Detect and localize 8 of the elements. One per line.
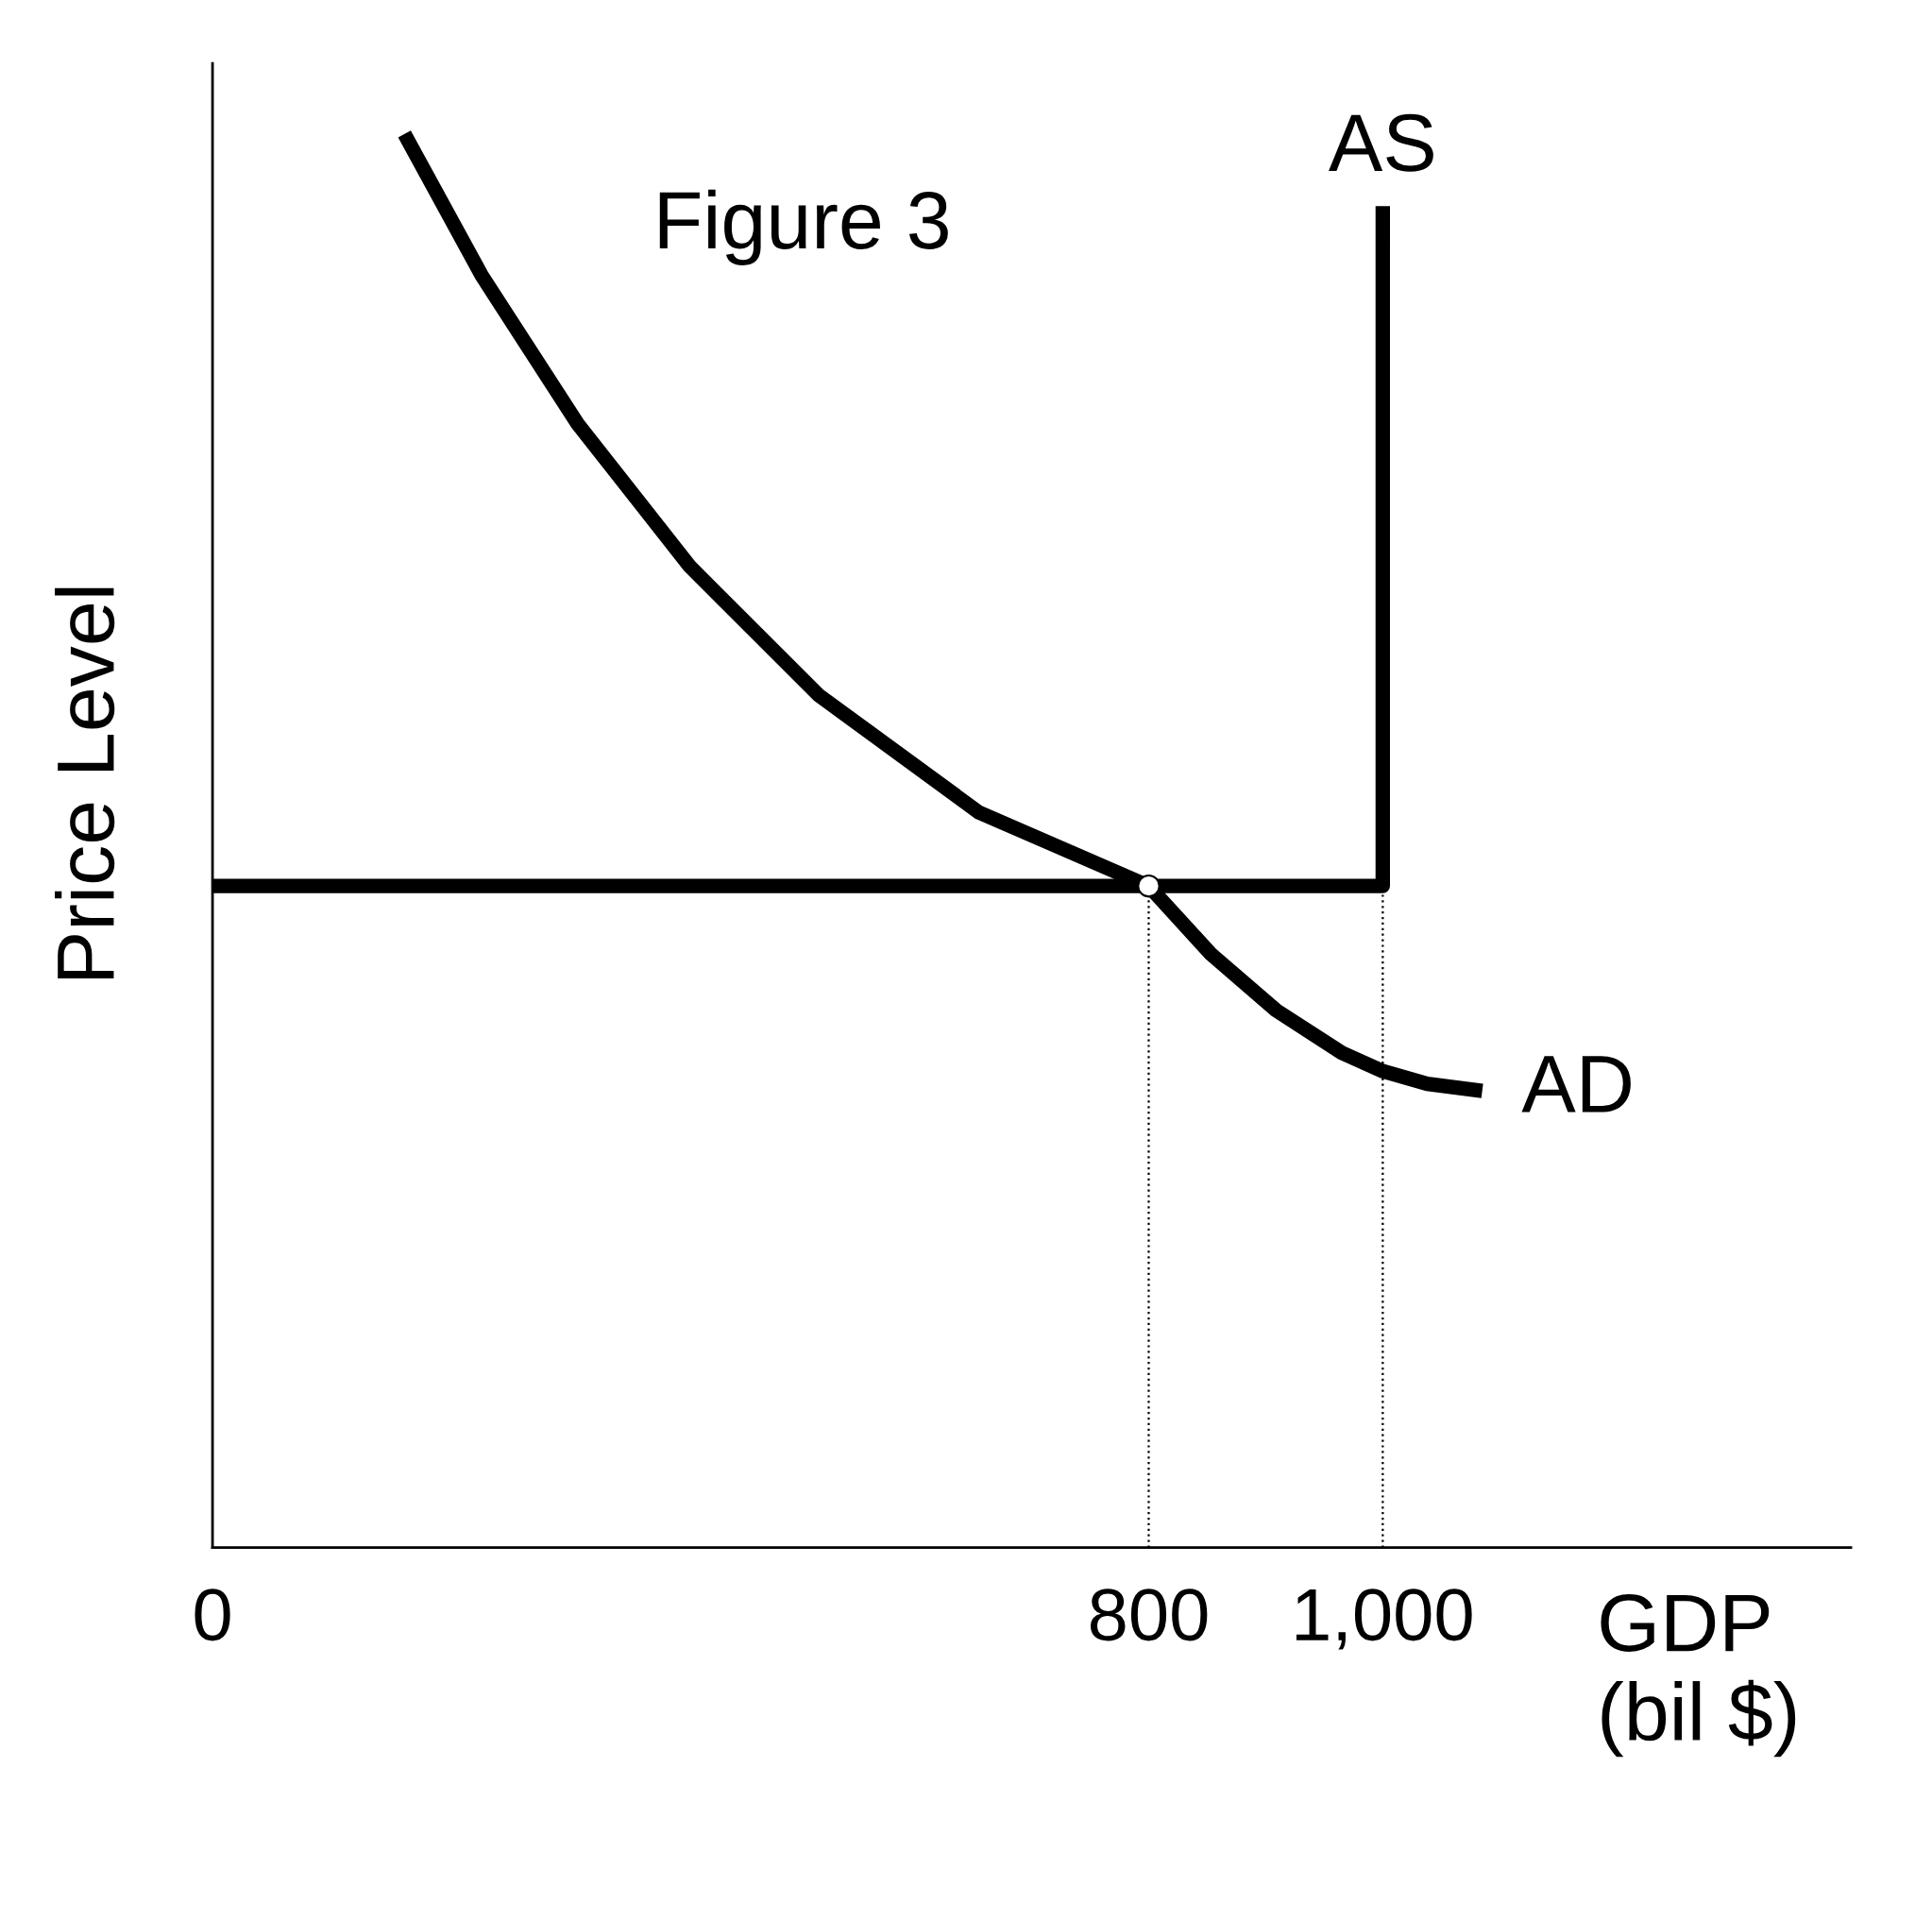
text: Figure 3 xyxy=(659,189,948,265)
series-label: AS xyxy=(1329,113,1433,172)
x-tick-label: 0 xyxy=(195,1589,230,1641)
y-axis-title: Price Level xyxy=(55,587,115,979)
x-tick-label: 1,000 xyxy=(1296,1589,1472,1650)
x-axis-title: GDP (bil $) xyxy=(1601,1594,1796,1758)
x-tick-label: 800 xyxy=(1090,1589,1208,1641)
series-label: AD xyxy=(1521,1056,1631,1113)
